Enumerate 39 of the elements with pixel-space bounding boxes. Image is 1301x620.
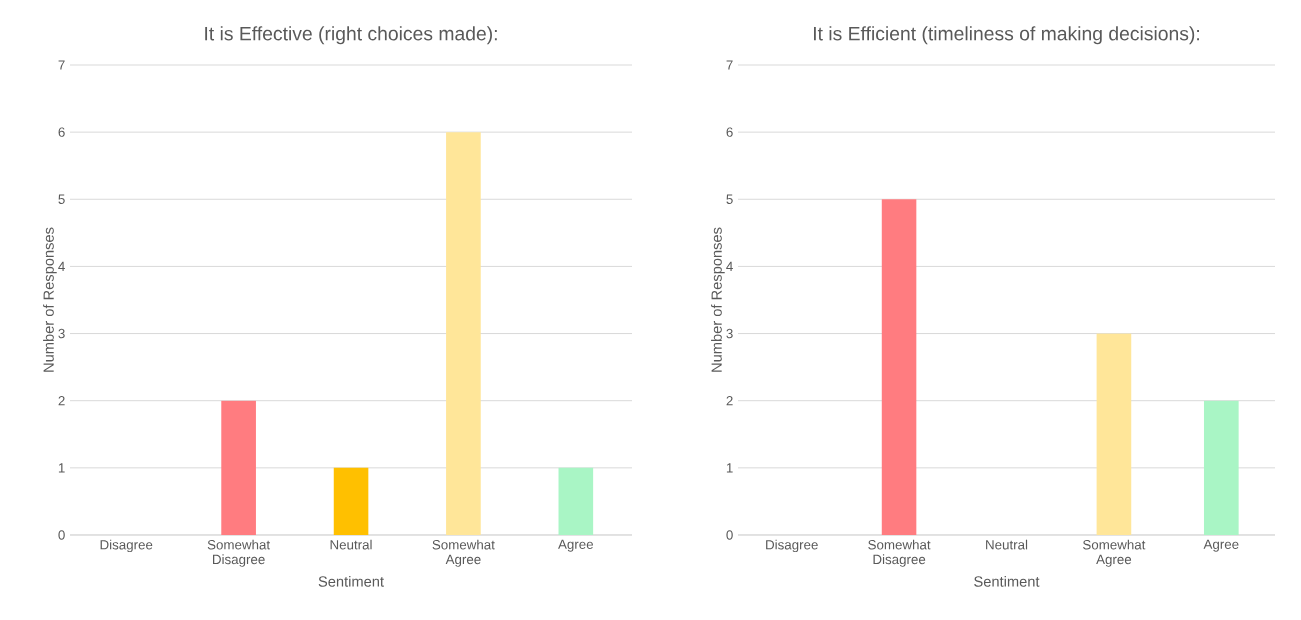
y-tick-label: 4 <box>726 261 733 271</box>
y-tick-label: 6 <box>726 127 733 137</box>
y-tick-label: 7 <box>726 60 733 70</box>
bar <box>221 400 256 535</box>
bar <box>1203 400 1239 535</box>
x-tick-label: Neutral <box>330 539 372 550</box>
y-tick-label: 2 <box>58 396 65 406</box>
x-tick-label: Somewhat Agree <box>1083 539 1146 567</box>
bar <box>881 199 917 535</box>
y-axis-title: Number of Responses <box>711 227 725 372</box>
y-tick-label: 1 <box>58 463 65 473</box>
y-tick-label: 2 <box>726 396 733 406</box>
y-tick-label: 4 <box>58 261 65 271</box>
bar <box>1096 333 1132 535</box>
y-tick-label: 5 <box>726 194 733 204</box>
y-tick-label: 0 <box>726 530 733 540</box>
x-tick-label: Agree <box>1203 539 1239 552</box>
y-tick-label: 1 <box>726 463 733 473</box>
x-axis-title: Sentiment <box>318 575 384 587</box>
x-tick-label: Disagree <box>766 539 818 553</box>
bar <box>558 467 594 535</box>
bar <box>446 132 481 535</box>
y-tick-label: 0 <box>58 530 65 540</box>
y-tick-label: 6 <box>58 127 65 137</box>
x-tick-label: Somewhat Agree <box>432 539 495 567</box>
x-tick-label: Neutral <box>986 539 1028 550</box>
y-tick-label: 3 <box>58 328 65 339</box>
y-axis-title: Number of Responses <box>43 227 57 372</box>
x-axis-title: Sentiment <box>974 575 1040 587</box>
y-tick-label: 5 <box>58 194 65 204</box>
chart-title: It is Effective (right choices made): <box>205 26 497 45</box>
x-tick-label: Agree <box>558 539 593 552</box>
y-tick-label: 3 <box>726 328 733 339</box>
x-tick-label: Disagree <box>100 539 153 553</box>
chart-title: It is Efficient (timeliness of making decisions): <box>813 26 1199 45</box>
x-tick-label: Somewhat Disagree <box>868 539 931 567</box>
x-tick-label: Somewhat Disagree <box>207 539 271 567</box>
y-tick-label: 7 <box>58 60 65 70</box>
bar <box>333 467 369 535</box>
